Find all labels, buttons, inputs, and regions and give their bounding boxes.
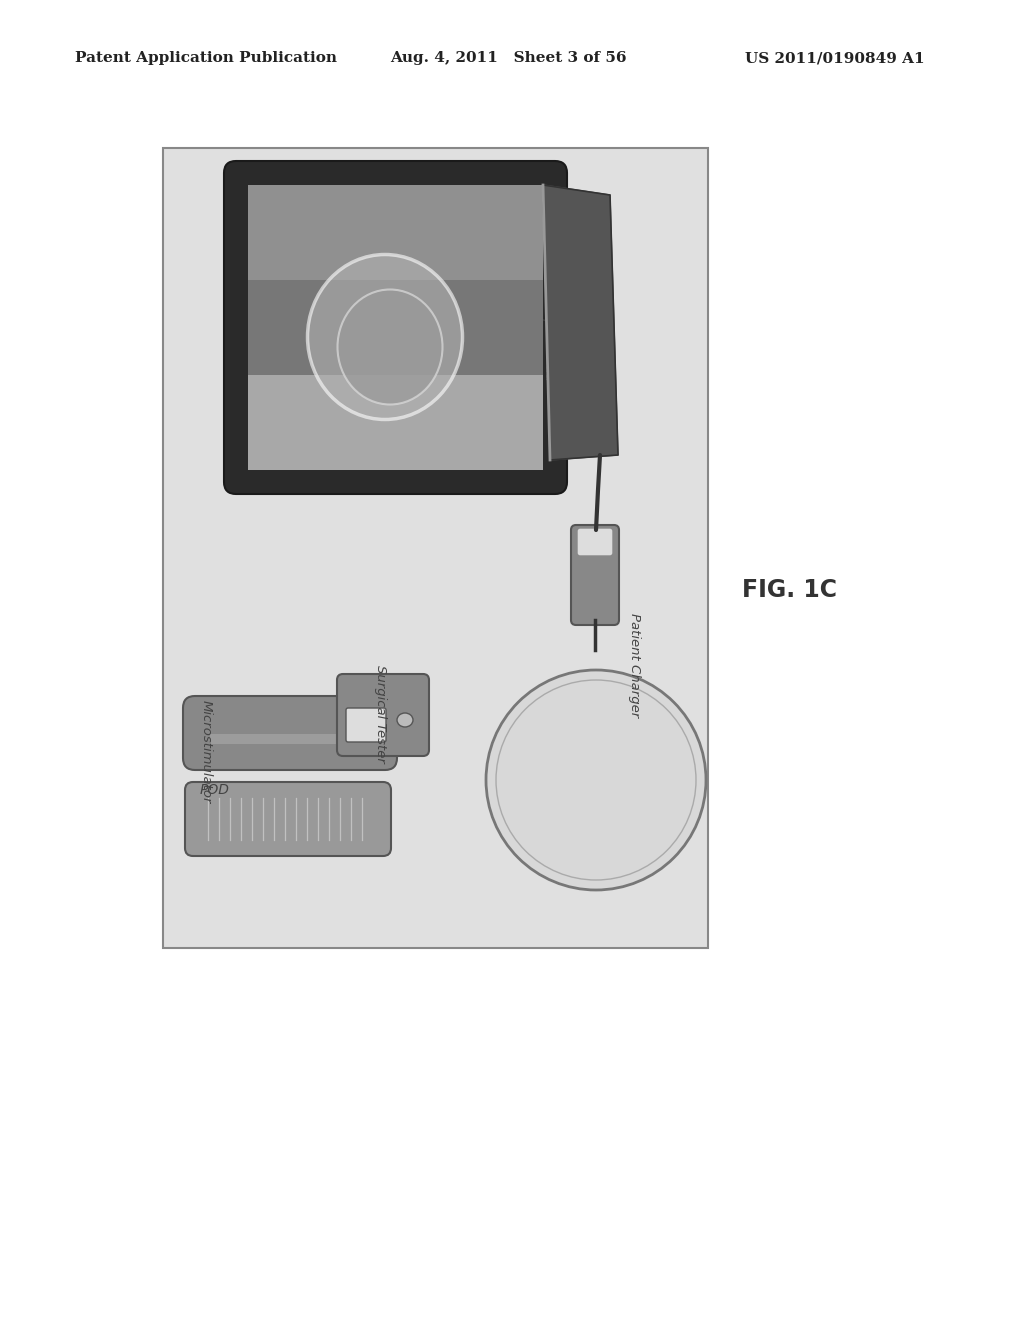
Text: Patient Charger: Patient Charger <box>629 612 641 717</box>
FancyBboxPatch shape <box>185 781 391 855</box>
FancyBboxPatch shape <box>346 708 386 742</box>
Bar <box>543 190 553 210</box>
Ellipse shape <box>397 713 413 727</box>
FancyBboxPatch shape <box>183 696 397 770</box>
Ellipse shape <box>338 289 442 404</box>
Ellipse shape <box>307 255 463 420</box>
Bar <box>210 734 370 744</box>
Text: US 2011/0190849 A1: US 2011/0190849 A1 <box>745 51 925 65</box>
Text: POD: POD <box>200 783 229 797</box>
FancyBboxPatch shape <box>337 675 429 756</box>
Text: Surgical Tester: Surgical Tester <box>374 665 386 763</box>
Bar <box>248 185 543 470</box>
Bar <box>248 280 543 375</box>
Text: Patent Application Publication: Patent Application Publication <box>75 51 337 65</box>
Bar <box>163 148 708 948</box>
Bar <box>248 375 543 470</box>
Ellipse shape <box>486 671 706 890</box>
FancyBboxPatch shape <box>577 528 613 556</box>
Polygon shape <box>543 185 618 459</box>
Text: FIG. 1C: FIG. 1C <box>742 578 838 602</box>
Text: Presciption Pad: Presciption Pad <box>542 279 555 381</box>
FancyBboxPatch shape <box>236 173 555 482</box>
Text: Aug. 4, 2011   Sheet 3 of 56: Aug. 4, 2011 Sheet 3 of 56 <box>390 51 627 65</box>
FancyBboxPatch shape <box>571 525 618 624</box>
Text: Microstimulator: Microstimulator <box>200 700 213 804</box>
FancyBboxPatch shape <box>224 161 567 494</box>
